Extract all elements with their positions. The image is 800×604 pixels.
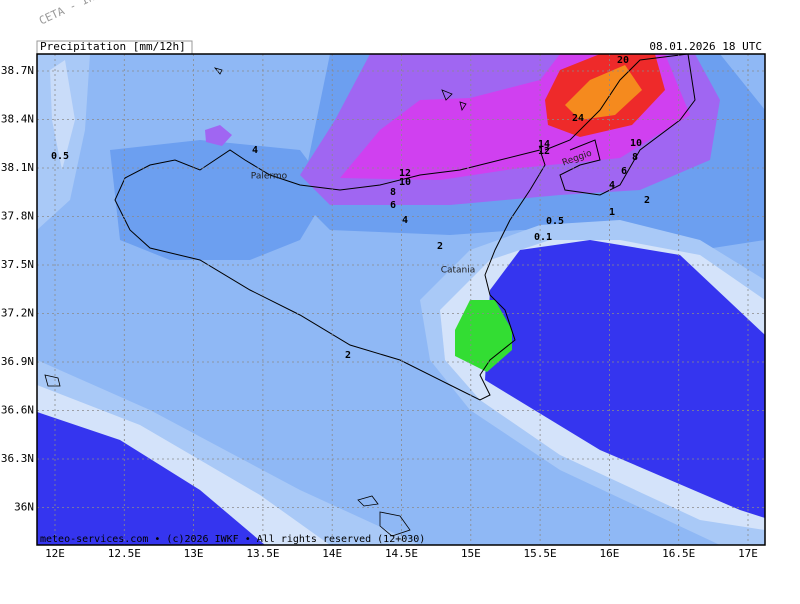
lon-label: 16.5E bbox=[662, 547, 695, 560]
contour-label: 8 bbox=[390, 187, 396, 198]
contour-label: 12 bbox=[538, 146, 550, 157]
lon-label: 14E bbox=[322, 547, 342, 560]
contour-label: 24 bbox=[572, 113, 584, 124]
lon-label: 17E bbox=[738, 547, 758, 560]
contour-label: 10 bbox=[630, 138, 642, 149]
contour-label: 12 bbox=[399, 168, 411, 179]
contour-label: 0.5 bbox=[546, 216, 564, 227]
place-name: Catania bbox=[441, 266, 476, 276]
graticule bbox=[37, 54, 765, 545]
footer: meteo-services.com • (c)2026 IWKF • All … bbox=[40, 534, 425, 545]
lat-label: 36.6N bbox=[1, 404, 34, 417]
contour-label: 4 bbox=[402, 215, 408, 226]
lat-label: 37.2N bbox=[1, 307, 34, 320]
lat-label: 36N bbox=[14, 501, 34, 514]
lat-label: 38.7N bbox=[1, 64, 34, 77]
contour-label: 8 bbox=[632, 152, 638, 163]
watermark: CETA - In bbox=[37, 0, 97, 27]
contour-label: 4 bbox=[252, 145, 258, 156]
map-frame bbox=[36, 53, 766, 546]
lat-label: 37.8N bbox=[1, 210, 34, 223]
contour-label: 6 bbox=[390, 200, 396, 211]
lon-label: 15E bbox=[461, 547, 481, 560]
map-title: Precipitation [mm/12h] bbox=[40, 40, 186, 53]
lat-label: 38.4N bbox=[1, 113, 34, 126]
place-name: Palermo bbox=[251, 172, 288, 182]
lon-label: 12.5E bbox=[108, 547, 141, 560]
lon-label: 14.5E bbox=[385, 547, 418, 560]
lat-label: 36.9N bbox=[1, 355, 34, 368]
valid-time: 08.01.2026 18 UTC bbox=[649, 40, 762, 53]
lon-label: 12E bbox=[45, 547, 65, 560]
contour-label: 0.5 bbox=[51, 151, 69, 162]
lat-label: 38.1N bbox=[1, 161, 34, 174]
contour-label: 2 bbox=[644, 195, 650, 206]
contour-label: 2 bbox=[437, 241, 443, 252]
contour-label: 20 bbox=[617, 55, 629, 66]
contour-label: 2 bbox=[345, 350, 351, 361]
contour-label: 10 bbox=[399, 177, 411, 188]
lon-label: 13E bbox=[184, 547, 204, 560]
precip-field bbox=[37, 54, 765, 545]
contour-label: 1 bbox=[609, 207, 615, 218]
contour-label: 4 bbox=[609, 180, 615, 191]
lon-label: 13.5E bbox=[246, 547, 279, 560]
lat-label: 36.3N bbox=[1, 452, 34, 465]
lon-label: 15.5E bbox=[524, 547, 557, 560]
contour-label: 14 bbox=[538, 139, 550, 150]
contour-label: 6 bbox=[621, 166, 627, 177]
lat-label: 37.5N bbox=[1, 258, 34, 271]
lon-label: 16E bbox=[599, 547, 619, 560]
contour-label: 0.1 bbox=[534, 232, 552, 243]
